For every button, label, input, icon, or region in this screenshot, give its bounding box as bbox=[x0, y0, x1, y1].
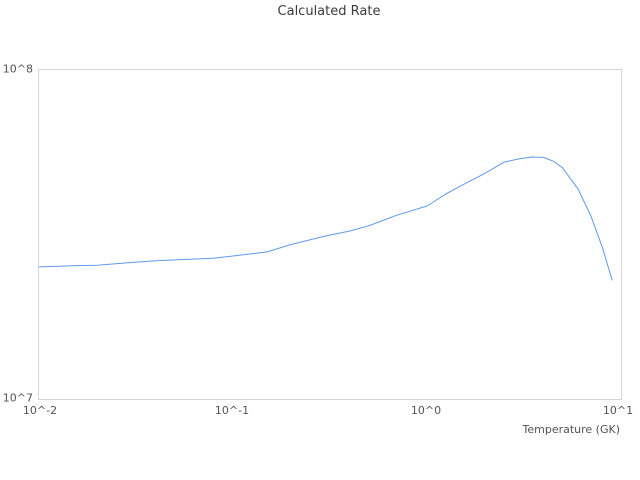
y-tick-label-1e7: 10^7 bbox=[2, 391, 33, 405]
x-tick-label-1e-2: 10^-2 bbox=[22, 404, 58, 417]
x-axis-label: Temperature (GK) bbox=[522, 423, 621, 436]
x-tick-label-1e-1: 10^-1 bbox=[214, 404, 250, 417]
plot-area bbox=[38, 69, 622, 400]
chart-title: Calculated Rate bbox=[277, 4, 381, 19]
y-tick-label-1e8: 10^8 bbox=[2, 62, 33, 76]
x-tick-label-1e1: 10^1 bbox=[602, 404, 634, 417]
rate-curve-svg bbox=[39, 156, 613, 281]
rate-curve-line bbox=[39, 156, 613, 281]
x-tick-label-1e0: 10^0 bbox=[410, 404, 442, 417]
